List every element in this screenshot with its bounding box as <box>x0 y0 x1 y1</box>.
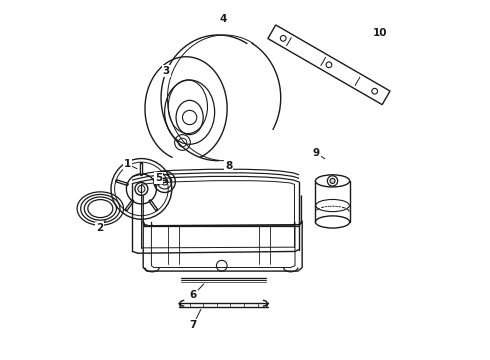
Text: 2: 2 <box>96 223 103 233</box>
Text: 6: 6 <box>190 291 197 300</box>
Circle shape <box>330 178 335 184</box>
Text: 5: 5 <box>155 173 162 183</box>
Text: 4: 4 <box>220 14 227 24</box>
Text: 1: 1 <box>123 159 131 169</box>
Text: 9: 9 <box>313 148 320 158</box>
Text: 7: 7 <box>190 320 197 330</box>
Circle shape <box>138 185 145 193</box>
Text: 10: 10 <box>373 28 387 38</box>
Text: 3: 3 <box>163 66 170 76</box>
Text: 8: 8 <box>225 161 233 171</box>
